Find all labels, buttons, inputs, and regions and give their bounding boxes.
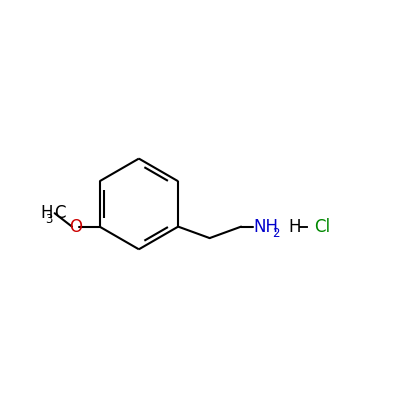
Text: NH: NH <box>254 218 279 236</box>
Text: 3: 3 <box>45 213 53 226</box>
Text: O: O <box>70 218 82 236</box>
Text: Cl: Cl <box>314 218 330 236</box>
Text: C: C <box>54 204 65 222</box>
Text: 2: 2 <box>272 227 280 240</box>
Text: H: H <box>288 218 301 236</box>
Text: H: H <box>40 204 53 222</box>
